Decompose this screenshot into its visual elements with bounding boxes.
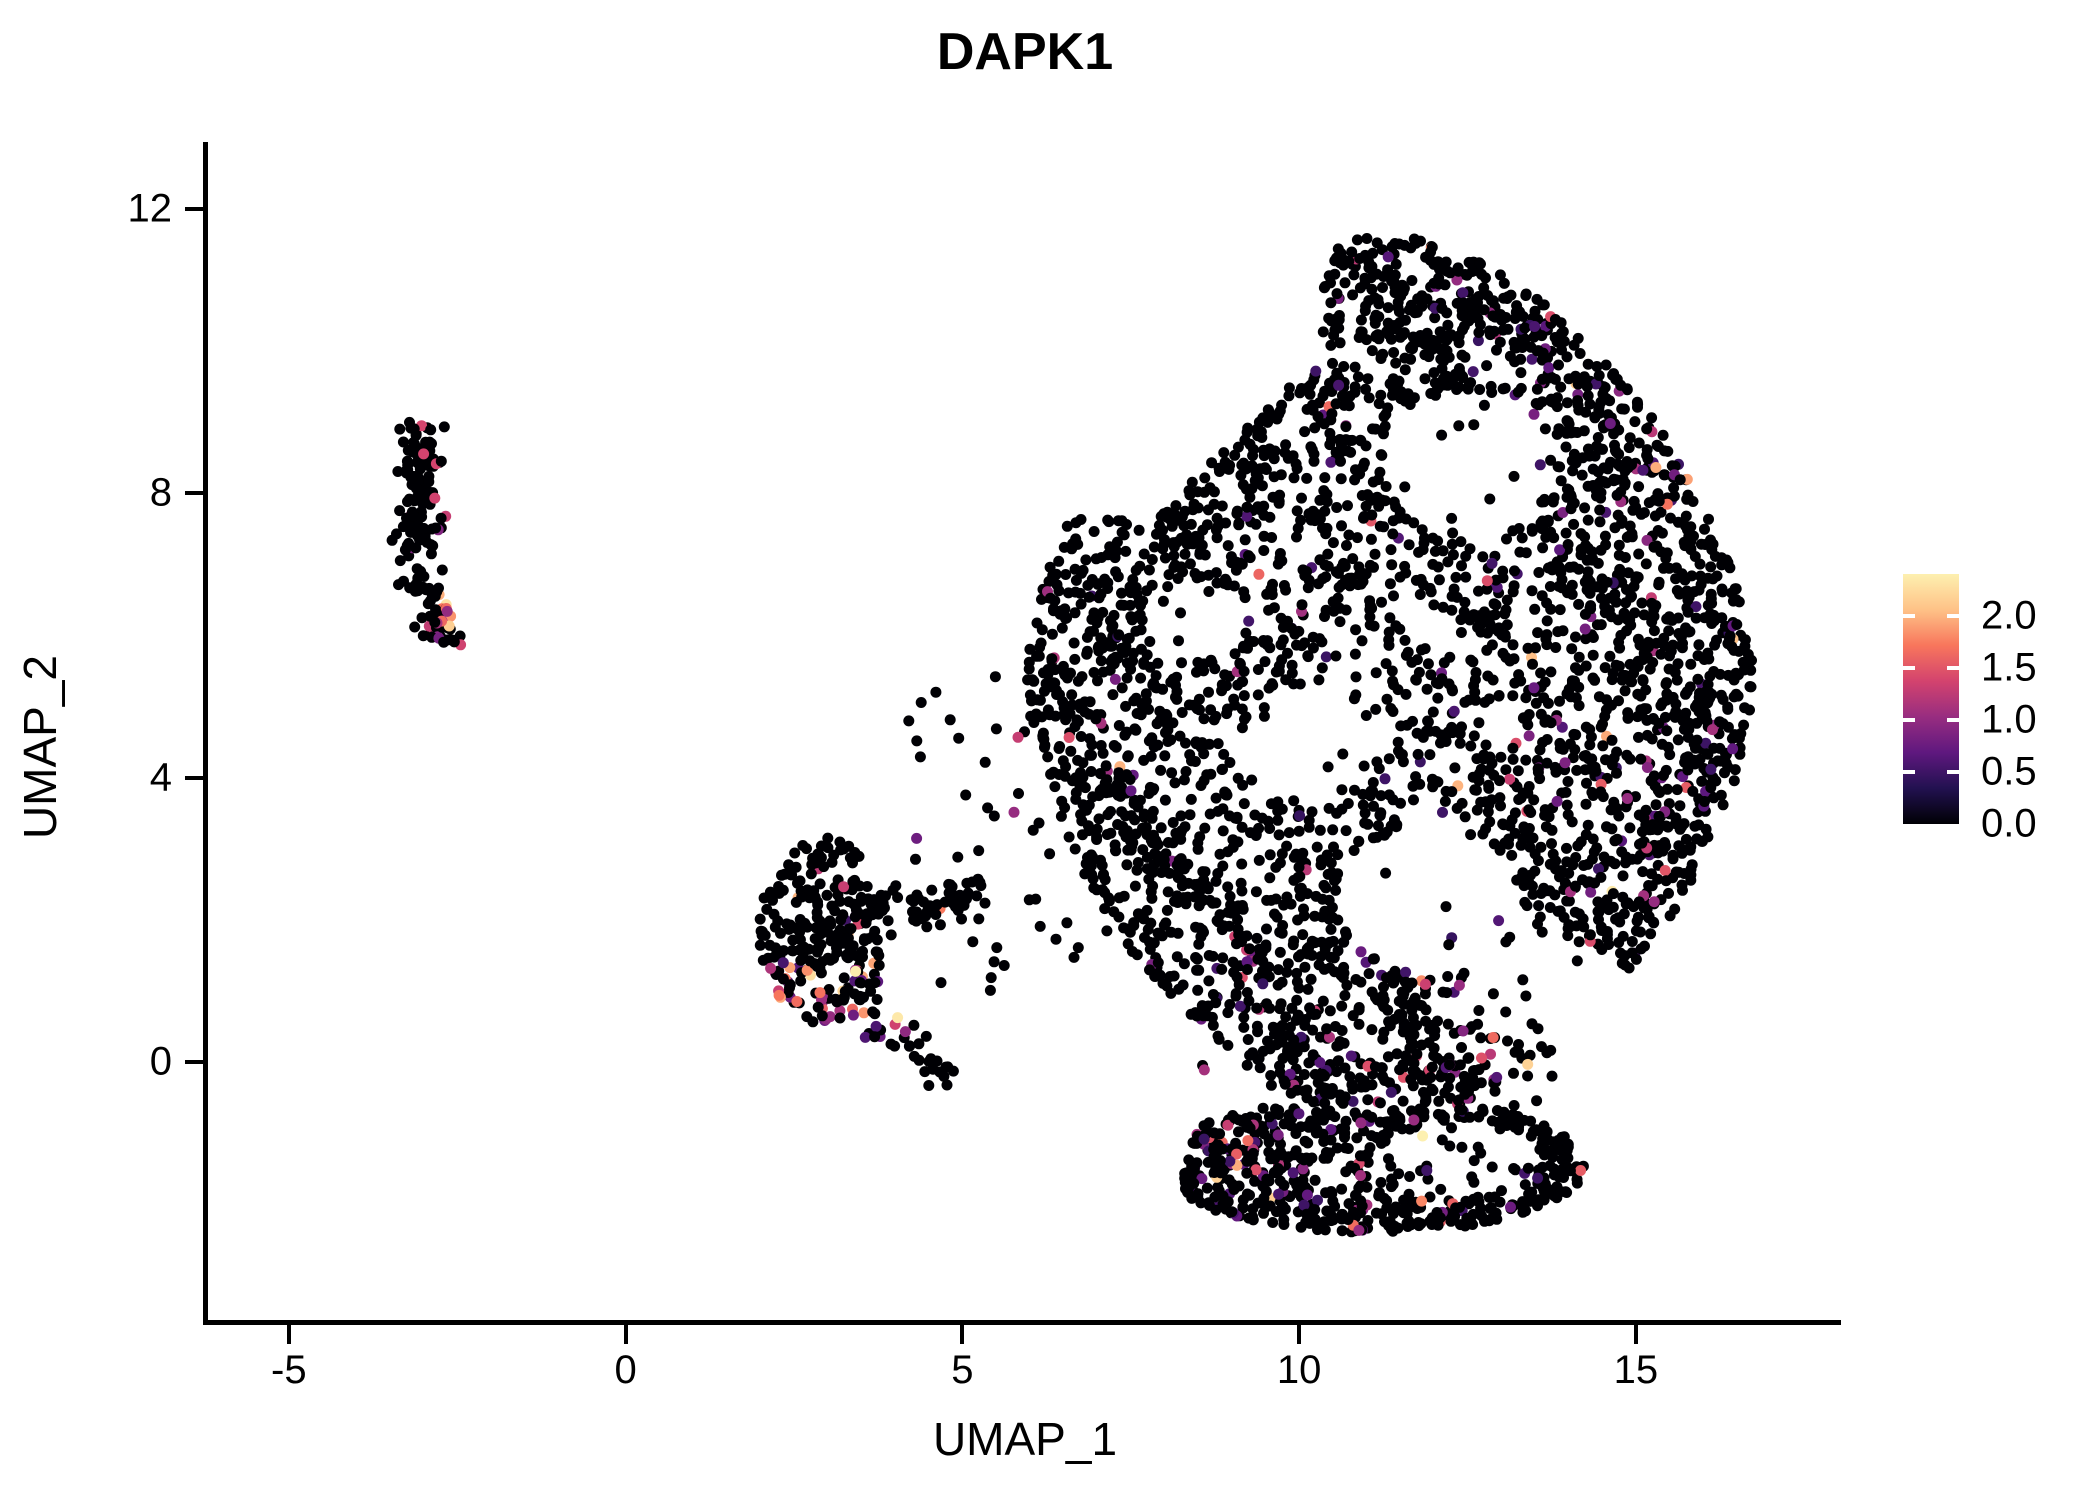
x-tick-label: 0: [614, 1348, 637, 1392]
colorbar-tick-label: 1.0: [1981, 697, 2037, 742]
colorbar-tick-label: 0.0: [1981, 801, 2037, 846]
x-tick-mark: [1633, 1325, 1638, 1344]
colorbar-tick-mark: [1947, 717, 1959, 722]
x-tick-label: 10: [1276, 1348, 1322, 1392]
colorbar-gradient: [1903, 574, 1959, 824]
x-tick-label: -5: [271, 1348, 307, 1392]
colorbar-tick-mark: [1903, 613, 1915, 618]
colorbar-tick-mark: [1903, 769, 1915, 774]
colorbar-tick-label: 2.0: [1981, 593, 2037, 638]
y-tick-mark: [185, 491, 204, 496]
colorbar-tick-mark: [1903, 665, 1915, 670]
x-tick-mark: [960, 1325, 965, 1344]
x-tick-label: 5: [951, 1348, 974, 1392]
y-tick-mark: [185, 775, 204, 780]
colorbar-tick-mark: [1947, 665, 1959, 670]
x-tick-mark: [1297, 1325, 1302, 1344]
colorbar-tick-mark: [1947, 769, 1959, 774]
colorbar-legend: [1903, 574, 1959, 824]
colorbar-tick-label: 0.5: [1981, 749, 2037, 794]
x-tick-label: 15: [1613, 1348, 1659, 1392]
colorbar-tick-label: 1.5: [1981, 645, 2037, 690]
x-tick-mark: [286, 1325, 291, 1344]
x-tick-mark: [623, 1325, 628, 1344]
colorbar-tick-mark: [1903, 717, 1915, 722]
y-tick-mark: [185, 1060, 204, 1065]
page-title: DAPK1: [936, 23, 1114, 81]
y-tick-label: 4: [149, 755, 172, 800]
y-tick-label: 12: [127, 186, 173, 231]
y-axis-line: [203, 142, 208, 1324]
colorbar-tick-mark: [1947, 613, 1959, 618]
x-axis-line: [203, 1320, 1841, 1325]
x-axis-title: UMAP_1: [932, 1413, 1118, 1465]
y-tick-label: 8: [149, 470, 172, 515]
y-axis-title: UMAP_2: [14, 654, 66, 840]
y-tick-mark: [185, 206, 204, 211]
y-tick-label: 0: [149, 1039, 172, 1084]
